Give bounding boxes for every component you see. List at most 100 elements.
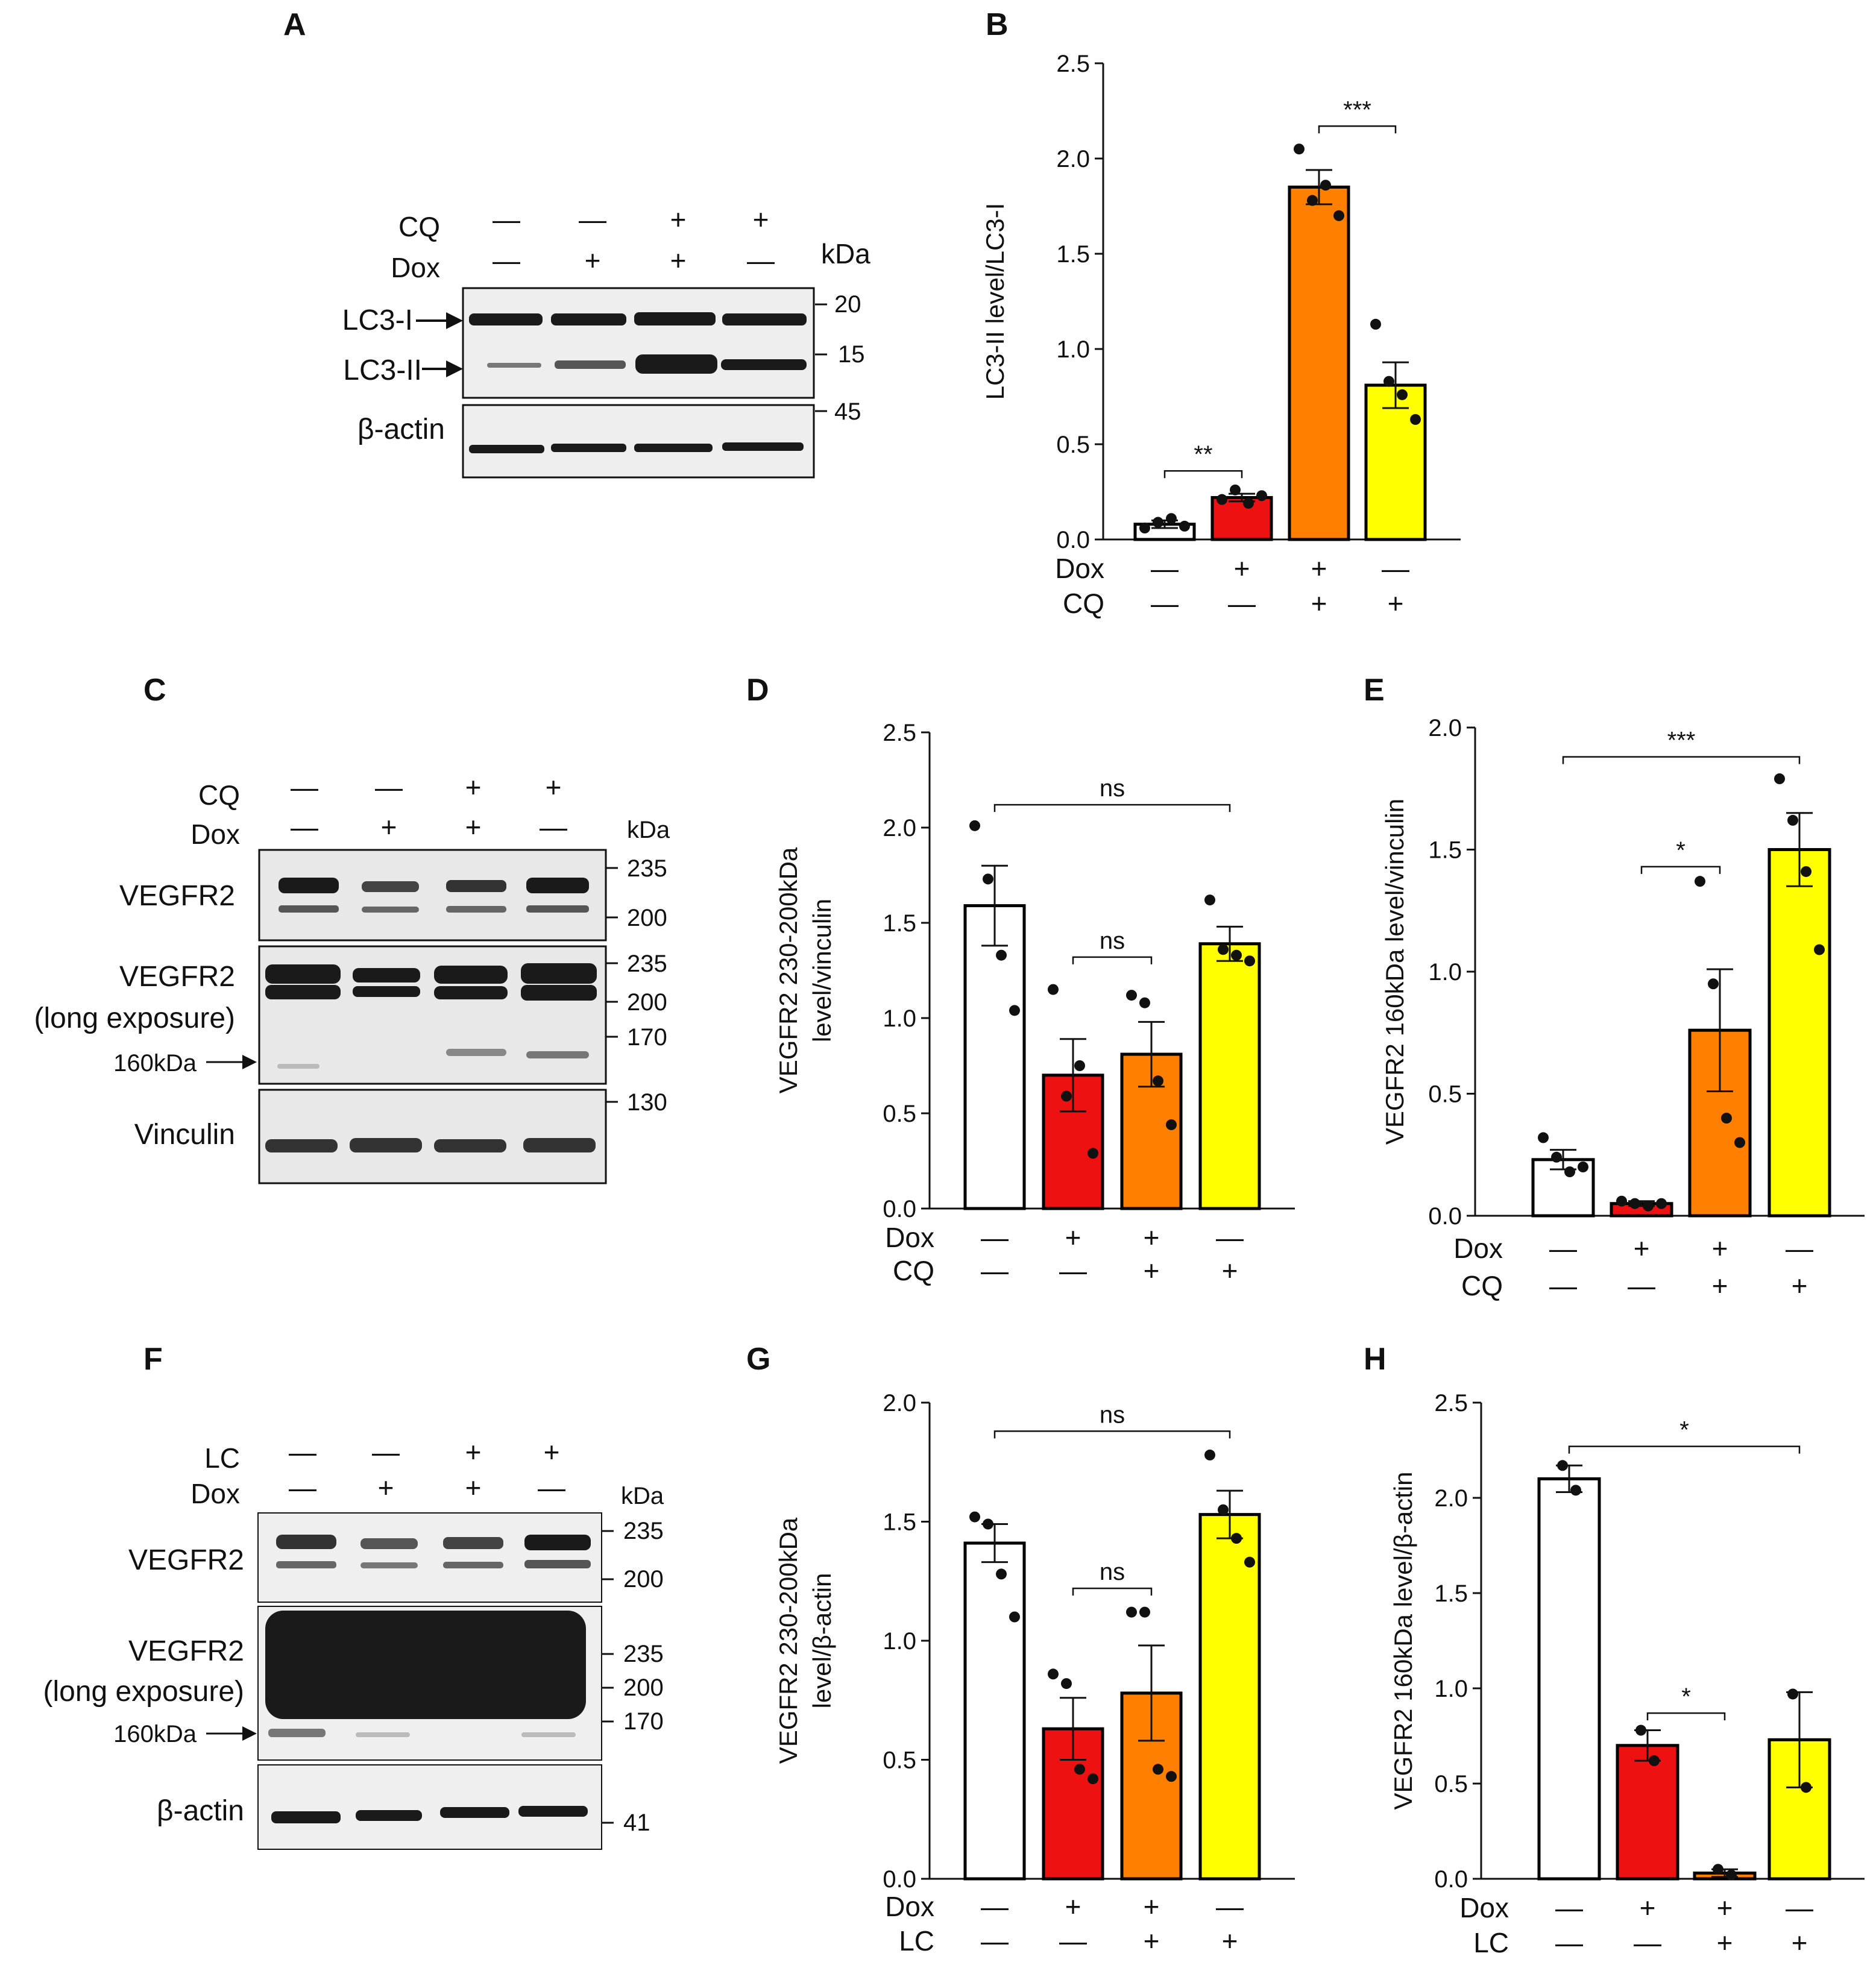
kda-marker: 200 [623, 1674, 664, 1701]
data-point [1801, 866, 1811, 877]
data-point [1578, 1162, 1588, 1172]
condition-sign: + [1311, 588, 1327, 619]
data-point [1570, 1485, 1581, 1496]
y-tick-label: 0.0 [1428, 1203, 1462, 1230]
blot-lc3 [462, 287, 815, 399]
kda-marker: 235 [627, 855, 667, 882]
sign: + [465, 1436, 482, 1468]
condition-label: LC [899, 1925, 934, 1957]
condition-sign: + [1712, 1233, 1728, 1264]
chart-e: E 0.0 0.5 1.0 1.5 2.0 VEGFR2 160kDa level/vinc… [1364, 673, 1865, 1301]
data-point [996, 949, 1007, 961]
y-axis-label: VEGFR2 160kDa level/vinculin [1380, 799, 1409, 1145]
condition-sign: + [1712, 1270, 1728, 1301]
significance-bracket [993, 1430, 1231, 1439]
kda-marker: 45 [834, 398, 861, 425]
blot-label-vegfr2: VEGFR2 [119, 880, 235, 912]
y-axis-label: LC3-II level/LC3-I [981, 203, 1009, 400]
data-point [1708, 978, 1719, 990]
kda-header: kDa [621, 1483, 664, 1509]
panel-label: B [986, 7, 1009, 42]
arrow-icon [416, 312, 463, 329]
panel-label-f: F [143, 1342, 163, 1377]
sign: + [544, 1436, 560, 1468]
kda-marker: 235 [623, 1518, 664, 1544]
sign: — [493, 204, 520, 235]
blot-label-lc3-i: LC3-I [342, 304, 413, 336]
condition-sign: + [1792, 1270, 1808, 1301]
data-point [1231, 1533, 1242, 1544]
chart-d: D 0.0 0.5 1.0 1.5 2.0 2.5 VEGFR2 230-200kDa leve… [746, 673, 1295, 1286]
bar [1198, 942, 1261, 1210]
y-tick-label: 1.5 [1056, 241, 1090, 268]
kda-marker: 20 [834, 291, 861, 318]
condition-label: Dox [1459, 1892, 1509, 1923]
significance-label: ns [1100, 1559, 1125, 1585]
condition-sign: + [1222, 1255, 1238, 1286]
panel-label: H [1364, 1342, 1387, 1377]
y-tick-label: 2.0 [883, 815, 916, 841]
sign: — [493, 245, 520, 276]
data-point [1643, 1200, 1654, 1212]
data-point [1074, 1060, 1085, 1071]
data-point [1557, 1460, 1568, 1471]
y-tick-label: 0.5 [1428, 1081, 1462, 1108]
kda-marker: 235 [623, 1641, 664, 1667]
condition-sign: + [1144, 1891, 1160, 1922]
condition-label: Dox [190, 1478, 240, 1509]
y-tick-label: 1.5 [1428, 837, 1462, 864]
data-point [1320, 180, 1331, 191]
bar [1616, 1744, 1679, 1881]
y-axis-label: level/vinculin [808, 899, 836, 1042]
condition-label: LC [204, 1442, 240, 1474]
data-point [1294, 143, 1305, 155]
sign: — [372, 1436, 400, 1468]
condition-sign: + [1144, 1925, 1160, 1957]
band-label-160kda: 160kDa [113, 1721, 197, 1747]
condition-label: Dox [1055, 553, 1104, 584]
y-tick-label: 1.0 [1056, 336, 1090, 363]
condition-label: CQ [1461, 1270, 1503, 1301]
kda-marker: 200 [623, 1566, 664, 1592]
bar [1364, 383, 1427, 541]
chart-g: G 0.0 0.5 1.0 1.5 2.0 VEGFR2 230-200kDa level/β… [746, 1342, 1295, 1957]
data-point [1231, 949, 1242, 961]
condition-sign: + [1717, 1927, 1733, 1958]
data-point [1564, 1166, 1575, 1178]
data-point [1217, 494, 1227, 505]
data-point [969, 1511, 980, 1523]
significance-bracket [1318, 125, 1397, 134]
data-point [1635, 1724, 1646, 1736]
condition-label: CQ [398, 211, 440, 242]
sign: — [540, 811, 567, 843]
sign: — [579, 204, 606, 235]
condition-sign: + [1234, 553, 1250, 584]
data-point [1397, 389, 1408, 400]
data-point [1048, 1668, 1059, 1680]
blot-label-actin: β-actin [357, 413, 445, 445]
data-point [1088, 1773, 1098, 1785]
significance-label: ns [1100, 1401, 1125, 1428]
bar [1198, 1513, 1261, 1881]
data-point [1307, 195, 1318, 206]
sign: — [375, 772, 403, 803]
sign: + [381, 811, 397, 843]
condition-sign: + [1634, 1233, 1650, 1264]
significance-label: * [1676, 837, 1686, 864]
data-point [1179, 520, 1190, 532]
sign: — [291, 772, 318, 803]
blot-label-lc3-ii: LC3-II [343, 354, 422, 386]
data-point [1126, 1606, 1137, 1618]
significance-label: ** [1194, 441, 1212, 468]
y-axis-label: level/β-actin [808, 1573, 836, 1709]
data-point [983, 1518, 993, 1530]
data-point [1139, 997, 1150, 1008]
kda-marker: 41 [623, 1809, 650, 1836]
blot-label-vinculin: Vinculin [134, 1119, 235, 1151]
data-point [1153, 517, 1163, 528]
condition-sign: — [981, 1891, 1009, 1922]
condition-sign: — [1216, 1891, 1244, 1922]
condition-sign: + [1640, 1892, 1656, 1923]
